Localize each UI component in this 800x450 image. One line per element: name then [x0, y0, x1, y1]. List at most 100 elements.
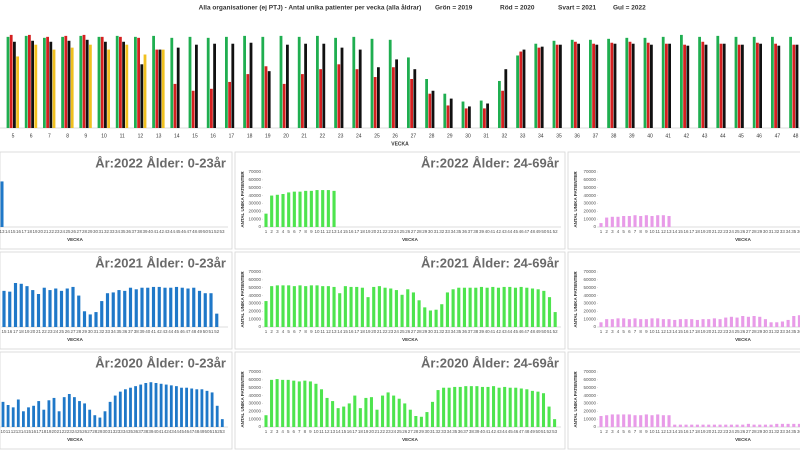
bar — [707, 424, 711, 427]
bar — [123, 290, 127, 327]
x-tick-label: 17 — [689, 229, 695, 234]
x-tick-label: 52 — [215, 429, 221, 434]
x-tick-label: 28 — [417, 229, 423, 234]
bar — [425, 79, 428, 128]
x-tick-label: 38 — [469, 429, 475, 434]
bar — [67, 40, 71, 128]
bar — [157, 286, 161, 327]
x-tick-label: 25 — [735, 229, 741, 234]
bar — [282, 83, 286, 128]
x-tick-label: 20 — [369, 429, 375, 434]
bar — [389, 288, 393, 327]
bar — [519, 286, 523, 327]
x-tick-label: 3 — [276, 329, 279, 334]
x-tick-label: 40 — [145, 329, 151, 334]
bar — [656, 414, 660, 427]
x-tick-label: 30 — [88, 329, 94, 334]
x-tick-label: 7 — [634, 229, 637, 234]
bar — [650, 415, 654, 427]
bar — [665, 43, 668, 128]
x-tick-label: 9 — [645, 229, 648, 234]
x-tick-label: 17 — [13, 329, 19, 334]
x-tick-label: 23 — [723, 429, 729, 434]
bar — [104, 41, 107, 129]
bar — [508, 387, 512, 427]
bar — [161, 49, 165, 128]
bar — [347, 403, 351, 427]
x-tick-label: 30 — [428, 229, 434, 234]
x-tick-label: 34 — [451, 329, 457, 334]
x-tick-label: 2 — [605, 229, 608, 234]
bar — [752, 36, 756, 128]
x-tick-label: 32 — [774, 229, 780, 234]
x-tick-label: 33 — [109, 229, 115, 234]
x-tick-label: 37 — [593, 133, 599, 139]
x-tick-label: 45 — [174, 329, 180, 334]
bar — [616, 318, 620, 327]
bar — [724, 424, 728, 427]
y-tick-label: 10000 — [583, 316, 596, 321]
x-tick-label: 47 — [519, 429, 525, 434]
bar — [650, 318, 654, 327]
x-tick-label: 4 — [617, 229, 620, 234]
bar — [309, 190, 313, 227]
bar — [486, 386, 490, 427]
bar — [553, 312, 557, 327]
y-tick-label: 30000 — [583, 301, 596, 306]
bar — [695, 424, 699, 427]
x-tick-label: 16 — [349, 229, 355, 234]
bar — [304, 43, 307, 128]
bar — [758, 316, 762, 327]
x-tick-label: 26 — [740, 329, 746, 334]
bar — [270, 286, 274, 327]
x-axis-label: VECKA — [735, 337, 752, 342]
x-tick-label: 28 — [82, 229, 88, 234]
y-tick-label: 0 — [258, 324, 261, 329]
bar — [628, 41, 632, 129]
x-tick-label: 16 — [31, 429, 37, 434]
x-tick-label: 28 — [76, 329, 82, 334]
bar — [57, 411, 61, 427]
x-tick-label: 35 — [456, 329, 462, 334]
x-tick-label: 28 — [429, 133, 435, 139]
y-tick-label: 40000 — [583, 293, 596, 298]
x-tick-label: 34 — [123, 429, 129, 434]
x-tick-label: 36 — [462, 229, 468, 234]
bar — [188, 36, 192, 128]
bar — [707, 319, 711, 327]
x-tick-label: 24 — [394, 329, 400, 334]
y-axis-label: ANTAL UNIKA PATIENTER — [240, 371, 245, 428]
x-tick-label: 13 — [667, 329, 673, 334]
x-tick-label: 14 — [337, 329, 343, 334]
x-tick-label: 43 — [497, 429, 503, 434]
x-tick-label: 12 — [326, 329, 332, 334]
bar — [246, 74, 250, 128]
x-tick-label: 18 — [695, 429, 701, 434]
x-tick-label: 33 — [780, 229, 786, 234]
x-tick-label: 27 — [87, 429, 93, 434]
y-axis-label: ANTAL UNIKA PATIENTER — [240, 171, 245, 228]
bar — [210, 88, 213, 128]
x-tick-label: 53 — [219, 229, 225, 234]
bar — [436, 390, 440, 427]
x-tick-label: 14 — [174, 133, 180, 139]
x-tick-label: 28 — [752, 329, 758, 334]
x-tick-label: 45 — [513, 229, 519, 234]
x-tick-label: 5 — [622, 329, 625, 334]
y-tick-label: 30000 — [583, 401, 596, 406]
x-tick-label: 51 — [208, 229, 214, 234]
bar — [555, 44, 559, 129]
x-tick-label: 15 — [341, 429, 347, 434]
x-tick-label: 38 — [137, 229, 143, 234]
bar — [610, 216, 614, 227]
x-tick-label: 40 — [647, 133, 653, 139]
x-tick-label: 41 — [153, 229, 159, 234]
x-tick-label: 33 — [780, 329, 786, 334]
bar — [52, 49, 56, 128]
x-tick-label: 25 — [735, 429, 741, 434]
legend-entry: Röd = 2020 — [500, 5, 535, 12]
x-axis-label: VECKA — [67, 237, 84, 242]
bar — [553, 419, 557, 427]
bar — [716, 35, 720, 128]
bar — [627, 319, 631, 327]
